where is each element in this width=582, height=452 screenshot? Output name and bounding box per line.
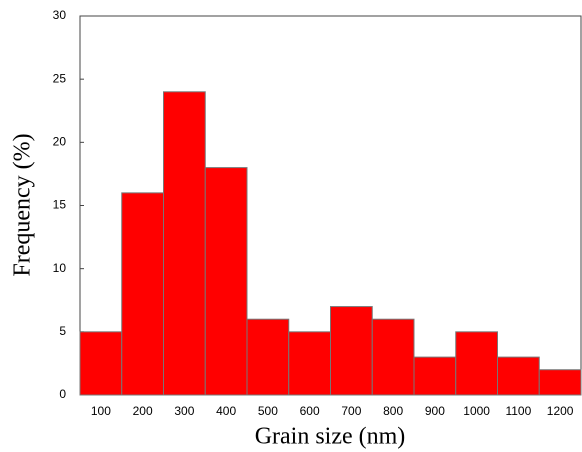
x-tick-label: 1100 xyxy=(505,404,531,418)
bar xyxy=(455,331,498,396)
y-tick-label: 25 xyxy=(53,71,67,85)
bar xyxy=(413,356,457,396)
y-tick-label: 30 xyxy=(53,8,67,22)
x-tick-label: 1200 xyxy=(547,404,574,418)
bar xyxy=(538,369,582,396)
bar xyxy=(288,331,331,396)
y-tick-label: 0 xyxy=(59,387,66,401)
bar xyxy=(246,318,290,396)
y-tick-label: 20 xyxy=(53,135,67,149)
x-tick-label: 200 xyxy=(133,404,153,418)
y-tick-label: 15 xyxy=(53,198,67,212)
x-axis-title: Grain size (nm) xyxy=(255,424,406,450)
bar xyxy=(204,167,248,396)
x-tick-label: 900 xyxy=(425,404,445,418)
y-axis-title: Frequency (%) xyxy=(10,133,36,276)
bar xyxy=(497,356,540,396)
bar xyxy=(79,331,123,396)
bar xyxy=(330,306,373,396)
bar xyxy=(121,192,164,396)
y-tick-label: 10 xyxy=(53,261,67,275)
x-tick-label: 1000 xyxy=(463,404,490,418)
y-tick-label: 5 xyxy=(59,324,66,338)
x-tick-label: 400 xyxy=(216,404,236,418)
bar xyxy=(163,91,206,396)
x-tick-label: 100 xyxy=(91,404,111,418)
x-tick-label: 800 xyxy=(383,404,403,418)
x-tick-label: 500 xyxy=(258,404,278,418)
bar xyxy=(371,318,415,396)
x-tick-label: 700 xyxy=(341,404,361,418)
x-tick-label: 600 xyxy=(300,404,320,418)
x-tick-label: 300 xyxy=(174,404,194,418)
